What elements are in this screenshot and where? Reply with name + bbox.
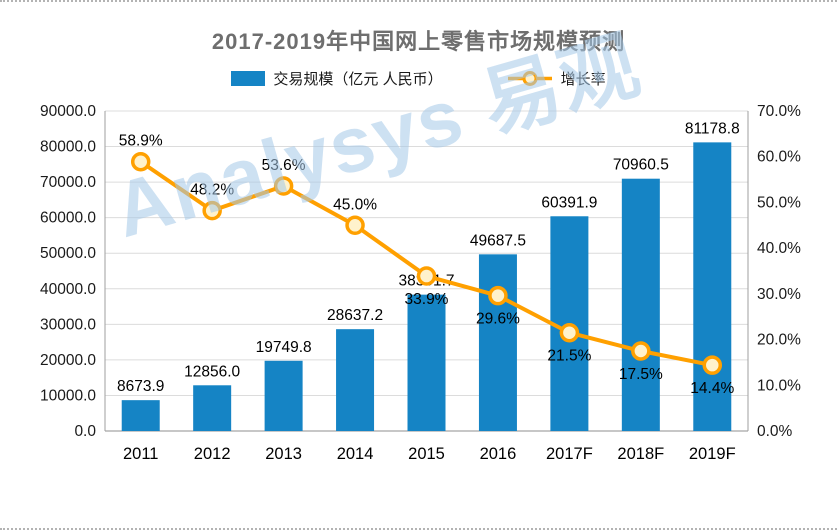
svg-text:90000.0: 90000.0 [40, 103, 96, 120]
growth-line [130, 151, 723, 375]
svg-text:29.6%: 29.6% [476, 311, 520, 328]
legend-bar-label: 交易规模（亿元 人民币） [273, 71, 443, 88]
svg-text:2015: 2015 [408, 445, 445, 463]
svg-text:30000.0: 30000.0 [40, 316, 96, 333]
chart-svg: 0.0 10000.0 20000.0 30000.0 40000.0 50000.0 60… [40, 103, 801, 463]
svg-text:40000.0: 40000.0 [40, 281, 96, 298]
svg-text:49687.5: 49687.5 [470, 232, 526, 249]
svg-text:50000.0: 50000.0 [40, 245, 96, 262]
legend-line-label: 增长率 [560, 71, 606, 88]
svg-text:70.0%: 70.0% [757, 103, 801, 120]
svg-text:12856.0: 12856.0 [184, 363, 240, 380]
svg-text:2012: 2012 [194, 445, 231, 463]
legend-item-line: 增长率 [507, 68, 606, 89]
svg-text:2019F: 2019F [689, 445, 736, 463]
svg-text:2017F: 2017F [546, 445, 593, 463]
svg-text:0.0%: 0.0% [757, 423, 793, 440]
svg-text:58.9%: 58.9% [119, 133, 163, 150]
svg-text:40.0%: 40.0% [757, 240, 801, 257]
svg-text:2018F: 2018F [617, 445, 664, 463]
svg-text:70960.5: 70960.5 [613, 157, 669, 174]
line-labels: 58.9% 48.2% 53.6% 45.0% 33.9% 29.6% 21.5% 17.5%… [119, 133, 735, 397]
bars [121, 142, 732, 431]
svg-text:33.9%: 33.9% [405, 291, 449, 308]
svg-text:10.0%: 10.0% [757, 377, 801, 394]
svg-text:17.5%: 17.5% [619, 366, 663, 383]
svg-text:10000.0: 10000.0 [40, 387, 96, 404]
svg-text:53.6%: 53.6% [262, 157, 306, 174]
svg-text:0.0: 0.0 [74, 423, 96, 440]
svg-text:2014: 2014 [337, 445, 374, 463]
svg-text:2013: 2013 [265, 445, 302, 463]
svg-text:20000.0: 20000.0 [40, 352, 96, 369]
legend-item-bars: 交易规模（亿元 人民币） [231, 68, 443, 89]
svg-text:21.5%: 21.5% [547, 348, 591, 365]
svg-text:45.0%: 45.0% [333, 196, 377, 213]
svg-text:8673.9: 8673.9 [117, 378, 164, 395]
x-axis-labels: 2011 2012 2013 2014 2015 2016 2017F 2018F 2019F [123, 445, 736, 463]
svg-text:19749.8: 19749.8 [256, 339, 312, 356]
legend: 交易规模（亿元 人民币） 增长率 [0, 68, 837, 89]
svg-text:60391.9: 60391.9 [541, 194, 597, 211]
svg-text:14.4%: 14.4% [690, 380, 734, 397]
svg-text:80000.0: 80000.0 [40, 139, 96, 156]
svg-text:81178.8: 81178.8 [685, 120, 740, 137]
svg-text:28637.2: 28637.2 [327, 307, 383, 324]
legend-line-marker-icon [507, 71, 552, 86]
legend-bar-swatch [231, 71, 266, 86]
right-axis-labels: 0.0% 10.0% 20.0% 30.0% 40.0% 50.0% 60.0% 70.0% [757, 103, 801, 440]
chart-title: 2017-2019年中国网上零售市场规模预测 [211, 29, 626, 54]
svg-text:48.2%: 48.2% [190, 182, 234, 199]
svg-text:30.0%: 30.0% [757, 286, 801, 303]
left-axis-labels: 0.0 10000.0 20000.0 30000.0 40000.0 50000.0 60… [40, 103, 96, 440]
svg-text:2016: 2016 [480, 445, 517, 463]
svg-text:20.0%: 20.0% [757, 332, 801, 349]
svg-text:70000.0: 70000.0 [40, 174, 96, 191]
svg-text:60.0%: 60.0% [757, 149, 801, 166]
svg-text:50.0%: 50.0% [757, 194, 801, 211]
svg-text:2011: 2011 [123, 445, 158, 463]
svg-text:60000.0: 60000.0 [40, 210, 96, 227]
